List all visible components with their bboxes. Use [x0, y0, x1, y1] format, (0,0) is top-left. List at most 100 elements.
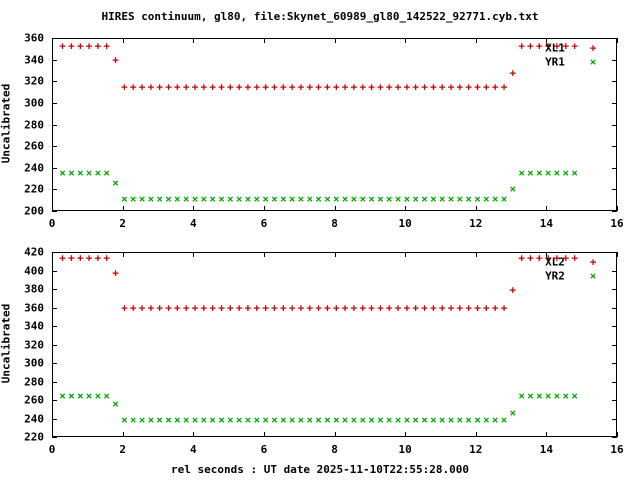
data-point-yr1: ×: [112, 176, 119, 190]
data-point-yr2: ×: [377, 413, 384, 427]
data-point-xl1: +: [341, 80, 349, 94]
data-point-xl2: +: [562, 251, 570, 265]
x-tickmark: [405, 252, 406, 257]
data-point-yr2: ×: [112, 397, 119, 411]
data-point-yr2: ×: [182, 413, 190, 427]
data-point-yr1: ×: [59, 166, 66, 180]
plot-frame-top: [52, 38, 617, 211]
x-tick-label: 14: [539, 217, 553, 230]
y-tick-label: 300: [24, 96, 44, 110]
data-point-xl1: +: [112, 53, 119, 67]
x-tickmark: [335, 206, 336, 211]
x-tickmark: [264, 206, 265, 211]
data-point-yr2: ×: [341, 413, 349, 427]
data-point-xl1: +: [553, 39, 561, 53]
data-point-yr1: ×: [368, 192, 375, 206]
x-tickmark: [193, 38, 194, 43]
data-point-xl1: +: [103, 39, 111, 53]
y-tickmark: [612, 60, 617, 61]
data-point-xl2: +: [85, 251, 93, 265]
data-point-xl2: +: [253, 301, 261, 314]
data-point-yr1: ×: [553, 166, 561, 180]
data-point-xl2: +: [182, 301, 190, 314]
data-point-yr2: ×: [350, 413, 358, 427]
data-point-xl2: +: [59, 251, 66, 265]
data-point-xl1: +: [288, 80, 296, 94]
y-tick-label: 220: [24, 430, 44, 444]
data-point-xl1: +: [421, 80, 428, 94]
data-point-yr1: ×: [403, 192, 411, 206]
data-point-xl2: +: [262, 301, 269, 314]
data-point-xl1: +: [138, 80, 146, 94]
data-point-yr1: ×: [447, 192, 455, 206]
y-axis-label-top: Uncalibrated: [0, 83, 13, 163]
x-tickmark: [123, 206, 124, 211]
data-point-yr1: ×: [315, 192, 322, 206]
data-point-yr1: ×: [359, 192, 367, 206]
y-tickmark: [52, 308, 57, 309]
y-tick-label: 260: [24, 139, 44, 153]
x-tickmark: [193, 252, 194, 257]
data-point-xl1: +: [412, 80, 420, 94]
x-tick-label: 4: [189, 217, 197, 230]
x-tickmark: [335, 38, 336, 43]
x-tickmark: [264, 432, 265, 437]
data-point-xl1: +: [297, 80, 305, 94]
data-point-xl2: +: [491, 301, 499, 314]
data-point-xl2: +: [332, 301, 340, 314]
y-tick-label: 340: [24, 319, 44, 333]
y-tickmark: [52, 38, 57, 39]
data-point-xl1: +: [491, 80, 499, 94]
y-tick-label: 340: [24, 53, 44, 67]
data-point-yr1: ×: [138, 192, 146, 206]
data-point-yr1: ×: [571, 166, 578, 180]
data-point-xl2: +: [191, 301, 199, 314]
x-tickmark: [546, 206, 547, 211]
data-point-yr1: ×: [509, 182, 517, 196]
data-point-xl2: +: [385, 301, 393, 314]
data-point-xl2: +: [527, 251, 534, 265]
data-point-yr2: ×: [527, 389, 534, 403]
data-point-yr1: ×: [235, 192, 243, 206]
data-point-xl2: +: [544, 251, 552, 265]
x-tick-label: 2: [119, 443, 126, 456]
data-point-yr2: ×: [103, 389, 111, 403]
data-point-xl1: +: [368, 80, 375, 94]
x-tick-label: 16: [610, 443, 624, 456]
data-point-xl1: +: [271, 80, 278, 94]
data-point-yr2: ×: [562, 389, 570, 403]
legend-marker-xl1: +: [589, 41, 597, 55]
y-tickmark: [612, 437, 617, 438]
data-point-yr2: ×: [209, 413, 216, 427]
data-point-yr2: ×: [227, 413, 234, 427]
data-point-xl2: +: [244, 301, 252, 314]
data-point-xl2: +: [76, 251, 84, 265]
data-point-xl2: +: [377, 301, 384, 314]
data-point-xl2: +: [200, 301, 208, 314]
data-point-xl2: +: [156, 301, 164, 314]
data-point-yr2: ×: [253, 413, 261, 427]
data-point-yr1: ×: [288, 192, 296, 206]
data-point-xl2: +: [324, 301, 331, 314]
data-point-yr1: ×: [103, 166, 111, 180]
y-tick-label: 400: [24, 264, 44, 277]
y-tickmark: [612, 382, 617, 383]
x-tick-label: 2: [119, 217, 126, 230]
x-tickmark: [264, 252, 265, 257]
y-tick-label: 320: [24, 74, 44, 88]
data-point-xl2: +: [279, 301, 287, 314]
data-point-xl1: +: [562, 39, 570, 53]
data-point-xl2: +: [209, 301, 216, 314]
data-point-yr1: ×: [191, 192, 199, 206]
legend-label-xl2: XL2: [545, 255, 565, 269]
data-point-xl2: +: [218, 301, 225, 314]
y-tickmark: [52, 400, 57, 401]
data-point-yr2: ×: [138, 413, 146, 427]
data-point-yr1: ×: [129, 192, 137, 206]
data-point-yr2: ×: [315, 413, 322, 427]
data-point-yr1: ×: [297, 192, 305, 206]
data-point-yr1: ×: [94, 166, 102, 180]
data-point-yr2: ×: [385, 413, 393, 427]
legend-label-yr1: YR1: [545, 55, 565, 69]
